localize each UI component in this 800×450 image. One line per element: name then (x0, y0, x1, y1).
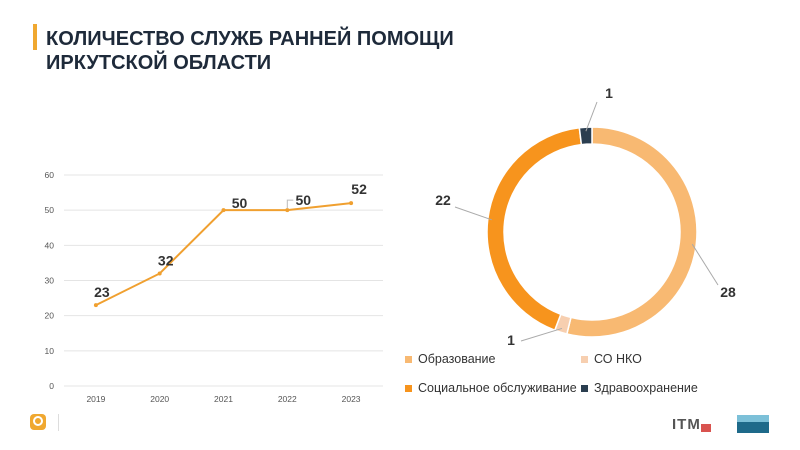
title-accent-bar (33, 24, 37, 50)
y-tick-label: 50 (45, 205, 55, 215)
page-title-line-2: ИРКУТСКОЙ ОБЛАСТИ (46, 52, 272, 74)
y-tick-label: 0 (49, 381, 54, 391)
legend-swatch (405, 384, 412, 392)
donut-leader-line (691, 243, 719, 286)
x-tick-label: 2021 (214, 394, 233, 404)
y-tick-label: 20 (45, 311, 55, 321)
data-point (349, 201, 354, 206)
legend-item-health: Здравоохранение (581, 381, 751, 395)
y-tick-label: 10 (45, 346, 55, 356)
donut-leader-line (520, 327, 563, 342)
legend-item-education: Образование (405, 352, 581, 366)
donut-slice (486, 126, 583, 332)
y-tick-label: 60 (45, 170, 55, 180)
legend-label: Социальное обслуживание (418, 381, 577, 395)
donut-leader-line (585, 101, 598, 132)
data-label: 50 (296, 192, 312, 208)
donut-leader-line (454, 206, 492, 221)
legend-label: Здравоохранение (594, 381, 698, 395)
legend-item-social: Социальное обслуживание (405, 381, 581, 395)
x-tick-label: 2022 (278, 394, 297, 404)
itm-logo-accent (701, 424, 711, 432)
y-tick-label: 30 (45, 276, 55, 286)
data-point (93, 303, 98, 308)
partner-logo-top (737, 415, 769, 422)
legend-swatch (581, 355, 588, 363)
page-title: КОЛИЧЕСТВО СЛУЖБ РАННЕЙ ПОМОЩИ ИРКУТСКОЙ… (46, 27, 454, 75)
donut-data-label: 28 (720, 284, 736, 300)
y-tick-label: 40 (45, 240, 55, 250)
data-label: 50 (232, 195, 248, 211)
organization-logo (30, 414, 46, 430)
donut-data-label: 22 (435, 192, 451, 208)
data-point (285, 208, 290, 213)
page-title-line-1: КОЛИЧЕСТВО СЛУЖБ РАННЕЙ ПОМОЩИ (46, 28, 454, 50)
donut-data-label: 1 (507, 332, 515, 348)
donut-data-label: 1 (605, 85, 613, 101)
footer-divider (58, 414, 59, 431)
x-tick-label: 2020 (150, 394, 169, 404)
data-point (157, 271, 162, 276)
x-tick-label: 2023 (342, 394, 361, 404)
legend-swatch (405, 355, 412, 363)
legend-item-nko: СО НКО (581, 352, 751, 366)
legend-label: Образование (418, 352, 496, 366)
donut-legend: Образование СО НКО Социальное обслуживан… (405, 352, 765, 395)
donut-slice (565, 126, 698, 338)
legend-swatch (581, 384, 588, 392)
legend-label: СО НКО (594, 352, 642, 366)
donut-slice (578, 126, 593, 146)
x-tick-label: 2019 (86, 394, 105, 404)
data-label: 23 (94, 284, 110, 300)
data-label-leader (286, 199, 294, 209)
itm-logo: ITM (672, 416, 701, 433)
data-label: 32 (158, 252, 174, 268)
data-label: 52 (351, 181, 367, 197)
data-point (221, 208, 226, 213)
